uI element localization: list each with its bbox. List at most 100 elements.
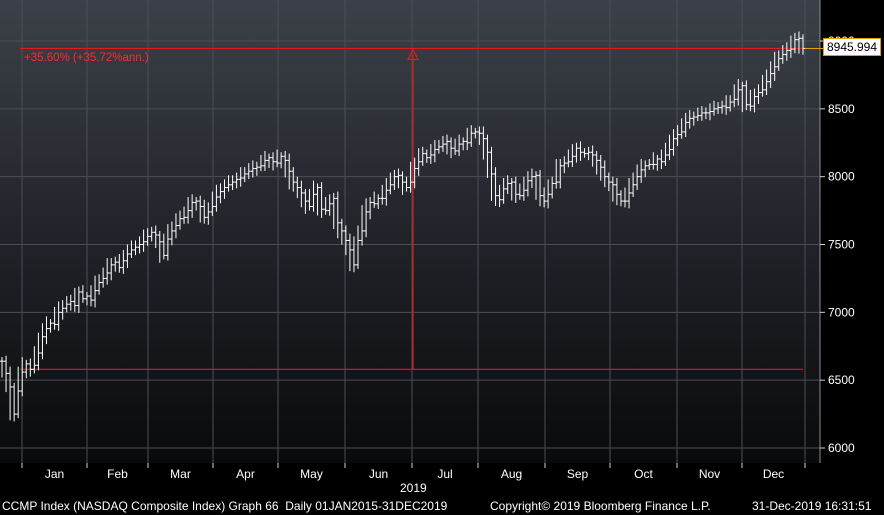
price-bar — [242, 167, 247, 183]
price-bar — [558, 159, 563, 189]
price-bar — [48, 319, 53, 333]
price-bar — [360, 205, 365, 246]
plot-background — [0, 0, 820, 463]
price-bar — [485, 134, 490, 179]
price-bar — [610, 176, 615, 202]
price-bar — [578, 141, 583, 161]
price-bar — [675, 125, 680, 147]
price-bar — [477, 126, 482, 145]
price-bar — [554, 159, 559, 189]
price-bar — [736, 78, 741, 106]
price-bar — [56, 301, 61, 331]
price-bar — [44, 316, 49, 345]
price-bar — [707, 103, 712, 121]
month-label: Oct — [634, 467, 653, 481]
price-bar — [347, 233, 352, 272]
price-bar — [169, 221, 174, 246]
price-bar — [667, 134, 672, 161]
price-bar — [165, 224, 170, 261]
price-bar — [396, 168, 401, 189]
price-bar — [574, 142, 579, 163]
price-bar — [258, 154, 263, 172]
price-bar — [230, 175, 235, 190]
price-bar — [509, 178, 514, 201]
price-bar — [384, 178, 389, 206]
month-label: Apr — [236, 467, 255, 481]
price-bar — [351, 236, 356, 273]
price-bar — [311, 180, 316, 212]
price-bar — [68, 294, 73, 311]
price-bar — [198, 195, 203, 223]
price-bar — [392, 169, 397, 190]
price-bar — [461, 137, 466, 151]
price-bar — [412, 157, 417, 189]
price-bar — [695, 107, 700, 122]
price-bar — [157, 230, 162, 263]
price-bar — [8, 366, 13, 421]
price-bar — [125, 244, 130, 269]
month-label: Feb — [107, 467, 128, 481]
price-bar — [222, 179, 227, 199]
price-bar — [250, 160, 255, 178]
price-bar — [141, 229, 146, 252]
price-bar — [315, 183, 320, 216]
price-bar — [80, 285, 85, 303]
price-bar — [465, 127, 470, 151]
price-bar — [84, 291, 89, 306]
price-bar — [291, 167, 296, 192]
price-bar — [323, 197, 328, 215]
price-bar — [173, 213, 178, 239]
y-tick-label: 6000 — [828, 441, 855, 455]
price-bar — [602, 160, 607, 188]
price-bars — [0, 31, 805, 422]
y-tick-label: 7500 — [828, 238, 855, 252]
price-bar — [368, 197, 373, 220]
price-bar — [655, 154, 660, 171]
price-bar — [623, 187, 627, 208]
price-bar — [534, 171, 538, 200]
price-bar — [566, 149, 571, 168]
price-bar — [262, 150, 267, 171]
price-bar — [186, 197, 191, 224]
price-bar — [453, 138, 458, 155]
price-bar — [493, 167, 498, 206]
price-bar — [372, 191, 377, 208]
price-bar — [683, 112, 688, 138]
price-bar — [517, 183, 522, 200]
price-bar — [436, 140, 441, 154]
price-bar — [12, 382, 17, 422]
price-bar — [760, 74, 765, 97]
grid-lines — [0, 0, 820, 463]
price-bar — [699, 106, 704, 121]
price-bar — [768, 61, 773, 88]
price-bar — [643, 160, 648, 178]
price-bar — [339, 218, 344, 245]
price-bar — [784, 42, 789, 61]
price-bar — [64, 296, 69, 313]
price-bar — [376, 194, 381, 209]
price-bar — [744, 80, 749, 111]
price-bar — [756, 84, 761, 104]
price-bar — [295, 176, 300, 199]
price-bar — [440, 135, 445, 152]
price-bar — [299, 180, 304, 208]
price-bar — [254, 161, 259, 176]
price-bar — [40, 323, 45, 360]
price-bar — [505, 175, 510, 195]
price-bar — [356, 225, 360, 269]
y-axis-ticks: 9000850080007500700065006000 — [820, 34, 855, 455]
price-bar — [194, 197, 199, 211]
price-bar — [606, 172, 611, 192]
price-bar — [364, 198, 369, 238]
price-bar — [489, 146, 494, 201]
price-bar — [627, 178, 632, 209]
price-bar — [473, 127, 478, 139]
x-axis-year-label: 2019 — [400, 481, 427, 495]
price-bar — [238, 167, 243, 187]
y-tick-label: 6500 — [828, 373, 855, 387]
price-bar — [449, 137, 454, 159]
price-bar — [32, 346, 37, 374]
price-bar — [614, 178, 619, 206]
performance-arrow-head — [407, 48, 419, 61]
last-price-tag: 8945.994 — [823, 38, 881, 56]
